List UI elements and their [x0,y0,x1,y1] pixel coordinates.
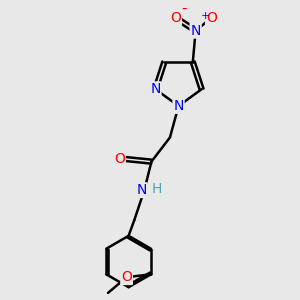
Text: O: O [121,270,132,284]
Text: O: O [206,11,217,25]
Text: N: N [190,24,201,38]
Text: -: - [181,0,186,15]
Text: +: + [201,11,210,21]
Text: O: O [170,11,181,25]
Text: N: N [136,183,147,197]
Text: N: N [150,82,161,96]
Text: N: N [173,99,184,113]
Text: H: H [152,182,162,196]
Text: O: O [114,152,125,166]
